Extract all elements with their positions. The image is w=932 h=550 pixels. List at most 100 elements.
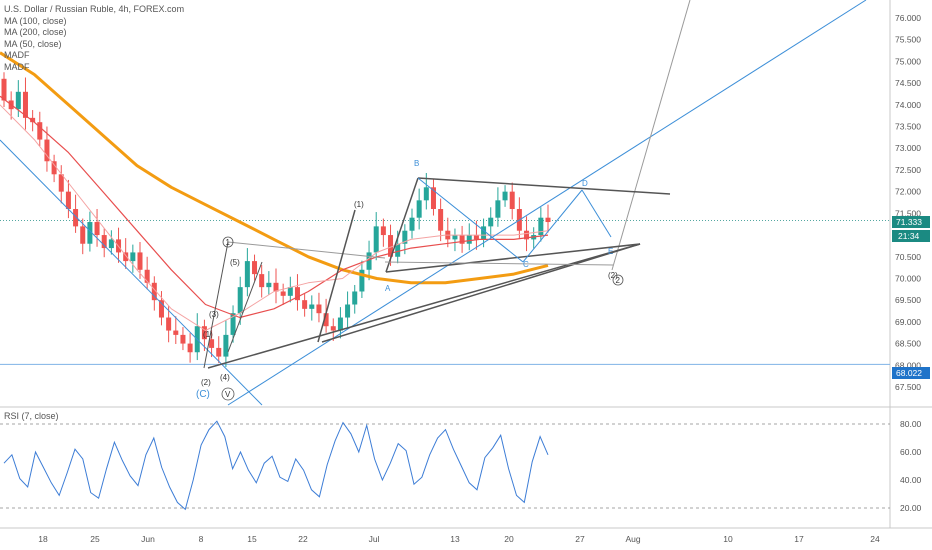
candle-body [73,209,79,227]
rsi-tick-label: 20.00 [900,503,922,513]
candle-body [137,252,143,270]
candle-body [180,334,186,344]
candle-body [302,300,308,309]
price-tick-label: 68.000 [895,360,921,370]
candle-body [345,304,351,318]
time-axis: 18 25 Jun 8 15 22 Jul 13 20 27 Aug 10 17 24 [38,534,880,544]
candle-body [30,117,36,123]
candle-body [123,252,129,262]
price-tick-label: 74.500 [895,78,921,88]
candle-body [65,191,71,210]
candle-body [545,217,551,223]
candle-body [259,274,265,288]
candle-body [309,304,315,309]
price-tick-label: 67.500 [895,382,921,392]
price-tick-label: 73.500 [895,122,921,132]
wave-label: (5) [230,258,240,267]
candle-body [409,217,415,231]
time-tick-label: 24 [870,534,880,544]
price-tick-label: 68.500 [895,339,921,349]
candle-body [459,235,465,244]
candle-body [452,235,458,240]
candle-body [273,282,279,292]
candle-body [538,217,544,236]
candle-body [495,200,501,218]
candle-body [244,261,250,288]
candle-body [101,235,107,249]
wave-circle [222,236,234,248]
candle-body [144,269,150,283]
candle-body [158,300,164,318]
trend-line [227,0,867,406]
wave-label: E [608,247,613,256]
candle-body [216,347,222,357]
candle-body [366,252,372,270]
trend-line [385,177,419,273]
candle-body [223,334,229,357]
candle-body [359,269,365,292]
trend-line [321,243,641,343]
trend-line [417,177,671,195]
wave-label: A [385,284,391,293]
price-tick-label: 69.500 [895,295,921,305]
candle-body [466,235,472,244]
last-price-text: 71.333 [896,217,922,227]
candle-body [323,313,329,327]
candle-body [352,291,358,305]
price-pane [0,0,890,406]
legend-madf-2[interactable]: MADF [4,61,30,72]
last-price-tag [892,216,930,228]
trend-line [522,189,583,263]
grid [0,0,932,529]
level-tag-text: 68.022 [896,368,922,378]
price-tick-label: 72.500 [895,165,921,175]
candle-body [108,239,114,249]
candle-body [130,252,136,262]
wave-label: (2) [201,378,211,387]
rsi-line [3,420,549,511]
candle-body [430,187,436,210]
legend-ma100[interactable]: MA (100, close) [4,15,67,26]
time-tick-label: Aug [625,534,640,544]
candle-body [330,326,336,331]
trend-line [385,243,641,273]
time-tick-label: 27 [575,534,585,544]
candle-body [438,209,444,231]
countdown-tag [892,230,930,242]
candle-body [230,313,236,335]
trend-line [417,177,524,263]
wave-label: (2) [608,271,618,280]
rsi-tick-label: 80.00 [900,419,922,429]
candle-body [87,222,93,244]
candle-body [266,282,272,288]
rsi-tick-label: 40.00 [900,475,922,485]
price-axis: 76.000 75.500 75.000 74.500 74.000 73.500 73.0… [895,13,922,513]
price-tick-label: 73.000 [895,143,921,153]
candle-body [416,200,422,218]
trend-line [0,139,263,406]
price-tick-label: 72.000 [895,187,921,197]
legend-ma200[interactable]: MA (200, close) [4,27,67,37]
legend-ma50[interactable]: MA (50, close) [4,38,62,49]
rsi-tick-label: 60.00 [900,447,922,457]
moving-average-line [0,95,549,319]
candle-body [481,226,487,240]
time-tick-label: 13 [450,534,460,544]
price-tick-label: 69.000 [895,317,921,327]
time-tick-label: 20 [504,534,514,544]
legend-madf-1[interactable]: MADF [4,50,30,60]
candle-body [380,226,386,236]
time-tick-label: 10 [723,534,733,544]
price-tags: 68.022 71.333 21:34 [892,216,930,379]
candle-body [80,226,86,244]
wave-label: D [582,179,588,188]
candle-body [395,243,401,257]
candle-body [15,91,21,110]
wave-label: (C) [196,389,210,400]
wave-label: 1 [226,238,231,247]
candle-body [337,317,343,331]
wave-label: B [414,159,419,168]
wave-label: (4) [220,373,230,382]
rsi-legend[interactable]: RSI (7, close) [4,411,59,421]
candle-body [509,191,515,210]
